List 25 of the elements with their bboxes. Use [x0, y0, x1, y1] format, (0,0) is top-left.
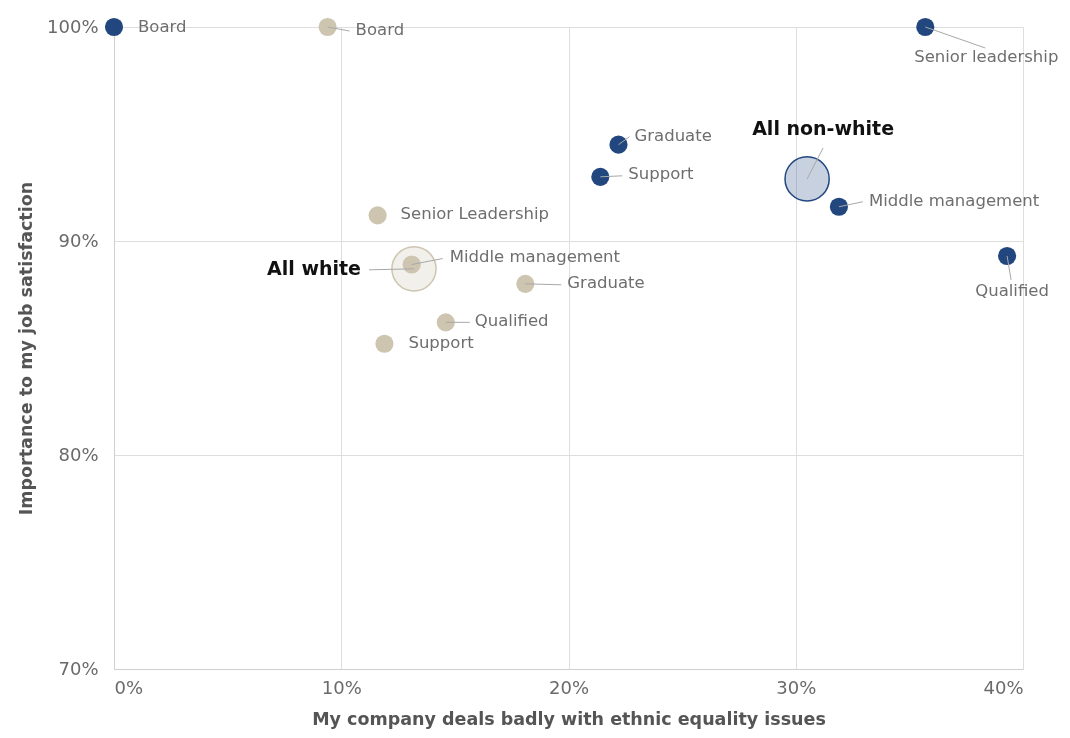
annotation: Qualified [474, 311, 549, 331]
annotation: Board [355, 20, 405, 39]
y-tick-label: 90% [58, 229, 99, 251]
annotation: Senior Leadership [400, 204, 550, 224]
x-tick-label: 0% [114, 676, 144, 698]
y-axis-title: Importance to my job satisfaction [16, 181, 37, 516]
series-label: All white [267, 256, 361, 279]
annotation: Support [628, 163, 695, 183]
x-tick-label: 20% [548, 676, 590, 698]
annotation: Graduate [634, 125, 712, 145]
y-tick-label: 70% [58, 657, 99, 679]
annotation: Graduate [567, 272, 645, 292]
annotation: Board [138, 17, 187, 36]
annotation: Support [408, 332, 475, 352]
y-tick-label: 80% [58, 443, 99, 465]
annotation: Senior leadership [914, 47, 1059, 66]
y-tick-label: 100% [47, 15, 99, 37]
series-label: All non-white [752, 116, 895, 139]
annotation: Middle management [868, 190, 1040, 210]
x-tick-label: 10% [321, 676, 362, 698]
x-tick-label: 40% [983, 676, 1024, 698]
annotation: Qualified [975, 280, 1049, 300]
x-axis-title: My company deals badly with ethnic equality issues [312, 708, 826, 729]
x-tick-label: 30% [776, 676, 817, 698]
annotation: Middle management [449, 246, 621, 266]
